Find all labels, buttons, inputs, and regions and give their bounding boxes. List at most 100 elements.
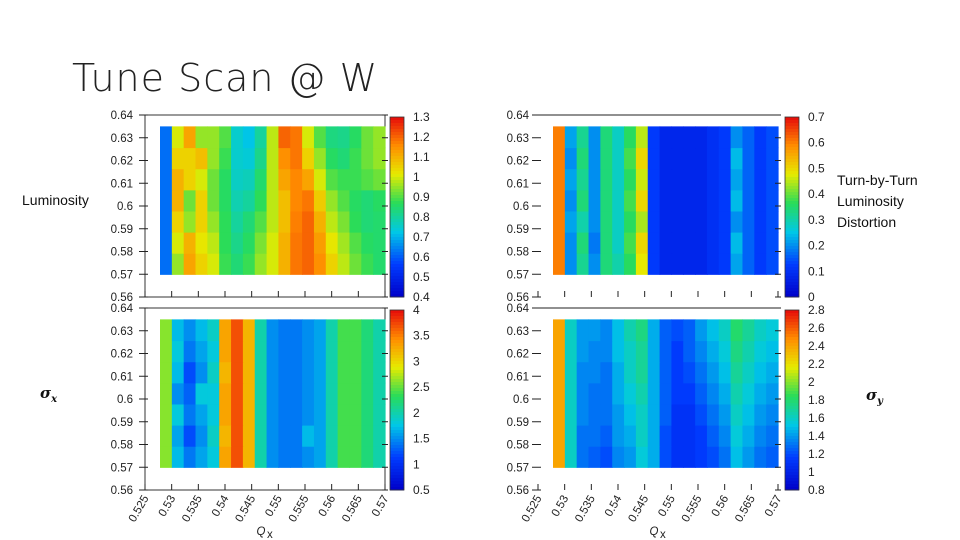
heatmap-cell — [553, 126, 566, 149]
heatmap-cell — [718, 319, 732, 342]
colorbar-segment — [390, 364, 404, 368]
colorbar-tick-label: 3.5 — [413, 329, 430, 343]
colorbar-segment — [785, 388, 799, 392]
heatmap-cell — [742, 361, 755, 384]
heatmap-cell — [730, 232, 744, 254]
heatmap-cell — [290, 403, 303, 426]
heatmap-cell — [195, 126, 208, 149]
colorbar-tick-label: 2.2 — [808, 357, 825, 371]
heatmap-cell — [553, 340, 566, 363]
heatmap-cell — [766, 382, 779, 405]
colorbar-segment — [785, 162, 799, 166]
heatmap-cell — [742, 425, 755, 447]
heatmap-cell — [695, 147, 708, 170]
x-tick-label: 0.56 — [317, 494, 339, 519]
chart-sigma_y: 0.640.630.620.610.60.590.580.570.560.525… — [507, 303, 825, 540]
heatmap-cell — [219, 210, 232, 233]
heatmap-cell — [600, 382, 613, 405]
x-tick-label: 0.53 — [157, 494, 179, 519]
heatmap-cell — [171, 232, 185, 254]
heatmap-cell — [742, 319, 755, 342]
heatmap-cell — [564, 340, 578, 363]
heatmap-cell — [624, 210, 637, 233]
heatmap-cell — [754, 425, 767, 447]
heatmap-cell — [742, 168, 755, 191]
heatmap-cell — [302, 232, 315, 254]
heatmap-cell — [361, 253, 374, 275]
heatmap-cell — [659, 232, 673, 254]
colorbar-segment — [785, 294, 799, 298]
heatmap-cell — [160, 361, 173, 384]
colorbar-tick-label: 0.7 — [808, 110, 825, 124]
heatmap-cell — [576, 147, 590, 170]
sigma-y-label: σy — [866, 386, 883, 407]
colorbar-segment — [785, 481, 799, 485]
heatmap-cell — [373, 319, 386, 342]
heatmap-cell — [576, 319, 590, 342]
heatmap-cell — [612, 210, 625, 233]
heatmap-cell — [160, 382, 173, 405]
colorbar-segment — [390, 355, 404, 359]
colorbar-segment — [785, 319, 799, 323]
heatmap-cell — [671, 147, 684, 170]
heatmap-cell — [754, 253, 767, 275]
heatmap-cell — [349, 382, 362, 405]
heatmap-cell — [373, 340, 386, 363]
ttld-label: Turn-by-Turn Luminosity Distortion — [837, 170, 918, 233]
heatmap-cell — [337, 126, 351, 149]
heatmap-cell — [266, 253, 280, 275]
heatmap-cell — [219, 382, 232, 405]
colorbar-segment — [785, 439, 799, 443]
heatmap-cell — [576, 126, 590, 149]
heatmap-cell — [231, 361, 244, 384]
colorbar-segment — [785, 132, 799, 136]
colorbar-segment — [390, 406, 404, 410]
heatmap-cell — [718, 168, 732, 191]
heatmap-cell — [266, 403, 280, 426]
heatmap-cell — [564, 253, 578, 275]
heatmap-cell — [659, 126, 673, 149]
heatmap-cell — [171, 319, 185, 342]
heatmap-cell — [766, 340, 779, 363]
colorbar-segment — [785, 421, 799, 425]
colorbar-tick-label: 1.2 — [413, 130, 430, 144]
x-tick-label: 0.565 — [340, 494, 365, 525]
colorbar-segment — [390, 189, 404, 193]
colorbar-segment — [785, 355, 799, 359]
heatmap-cell — [160, 210, 173, 233]
colorbar-segment — [785, 282, 799, 286]
heatmap-cell — [373, 403, 386, 426]
heatmap-cell — [600, 147, 613, 170]
colorbar-tick-label: 2.5 — [413, 380, 430, 394]
colorbar-segment — [390, 177, 404, 181]
heatmap-cell — [207, 319, 220, 342]
heatmap-cell — [624, 232, 637, 254]
colorbar-segment — [785, 325, 799, 329]
colorbar-segment — [390, 261, 404, 265]
colorbar-segment — [785, 135, 799, 139]
heatmap-cell — [231, 189, 244, 212]
heatmap-cell — [576, 382, 590, 405]
ttld-label-line: Distortion — [837, 214, 897, 230]
colorbar-segment — [785, 346, 799, 350]
heatmap-cell — [730, 126, 744, 149]
heatmap-cell — [695, 319, 708, 342]
heatmap-cell — [730, 210, 744, 233]
colorbar-segment — [785, 436, 799, 440]
heatmap-cell — [564, 210, 578, 233]
colorbar-segment — [390, 168, 404, 172]
heatmap-cell — [553, 253, 566, 275]
heatmap-cell — [231, 253, 244, 275]
heatmap-cell — [242, 319, 256, 342]
colorbar-segment — [390, 310, 404, 314]
heatmap-cell — [160, 168, 173, 191]
heatmap-cell — [219, 126, 232, 149]
colorbar-segment — [785, 487, 799, 491]
heatmap-cell — [624, 147, 637, 170]
heatmap-cell — [254, 126, 268, 149]
heatmap-cell — [207, 232, 220, 254]
heatmap-cell — [183, 425, 197, 447]
heatmap-cell — [171, 403, 185, 426]
colorbar-segment — [390, 135, 404, 139]
heatmap-cell — [695, 232, 708, 254]
